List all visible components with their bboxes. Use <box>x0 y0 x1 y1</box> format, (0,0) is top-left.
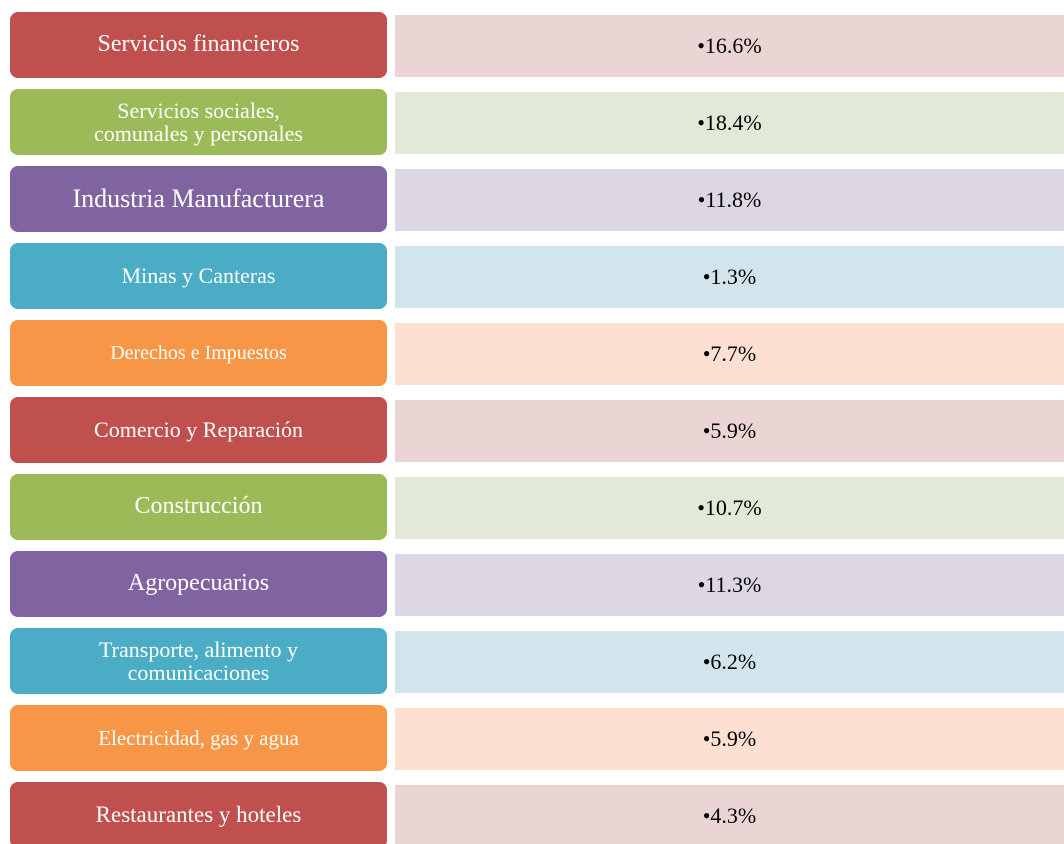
value-text: •7.7% <box>702 341 757 366</box>
category-label: comunicaciones <box>127 660 270 685</box>
list-row: Restaurantes y hoteles •4.3% <box>0 782 1064 844</box>
category-box: Construcción <box>10 474 387 540</box>
category-label: comunales y personales <box>94 121 303 146</box>
category-box: Transporte, alimento y comunicaciones <box>10 628 387 694</box>
category-label: Electricidad, gas y agua <box>98 725 299 750</box>
value-panel: •6.2% <box>395 631 1064 693</box>
category-box: Industria Manufacturera <box>10 166 387 232</box>
category-label: Derechos e Impuestos <box>110 341 287 364</box>
category-label: Servicios sociales, <box>117 97 280 123</box>
list-row: Construcción •10.7% <box>0 474 1064 540</box>
list-row: Electricidad, gas y agua •5.9% <box>0 705 1064 771</box>
value-panel: •18.4% <box>395 92 1064 154</box>
value-text: •5.9% <box>702 726 757 751</box>
value-panel: •10.7% <box>395 477 1064 539</box>
category-label: Servicios financieros <box>97 31 300 58</box>
list-row: Industria Manufacturera •11.8% <box>0 166 1064 232</box>
category-label: Transporte, alimento y <box>99 636 298 662</box>
value-panel: •7.7% <box>395 323 1064 385</box>
category-box: Electricidad, gas y agua <box>10 705 387 771</box>
list-row: Agropecuarios •11.3% <box>0 551 1064 617</box>
list-row: Servicios sociales, comunales y personale… <box>0 89 1064 155</box>
category-box: Comercio y Reparación <box>10 397 387 463</box>
value-text: •18.4% <box>697 110 762 135</box>
list-row: Derechos e Impuestos •7.7% <box>0 320 1064 386</box>
category-label: Restaurantes y hoteles <box>95 801 302 827</box>
value-panel: •11.3% <box>395 554 1064 616</box>
category-box: Agropecuarios <box>10 551 387 617</box>
list-row: Transporte, alimento y comunicaciones •6.2… <box>0 628 1064 694</box>
value-text: •1.3% <box>702 264 757 289</box>
category-box: Restaurantes y hoteles <box>10 782 387 844</box>
category-label: Minas y Canteras <box>121 263 276 289</box>
list-row: Minas y Canteras •1.3% <box>0 243 1064 309</box>
category-box: Servicios financieros <box>10 12 387 78</box>
value-panel: •16.6% <box>395 15 1064 77</box>
category-label: Agropecuarios <box>127 570 270 597</box>
category-box: Minas y Canteras <box>10 243 387 309</box>
category-box: Derechos e Impuestos <box>10 320 387 386</box>
value-panel: •5.9% <box>395 400 1064 462</box>
value-text: •10.7% <box>697 495 762 520</box>
value-text: •11.8% <box>697 187 762 212</box>
value-text: •4.3% <box>702 803 757 828</box>
value-text: •5.9% <box>702 418 757 443</box>
list-row: Servicios financieros •16.6% <box>0 12 1064 78</box>
value-text: •6.2% <box>702 649 757 674</box>
category-box: Servicios sociales, comunales y personale… <box>10 89 387 155</box>
category-label: Industria Manufacturera <box>72 184 325 214</box>
list-row: Comercio y Reparación •5.9% <box>0 397 1064 463</box>
value-text: •11.3% <box>697 572 762 597</box>
value-text: •16.6% <box>697 33 762 58</box>
value-panel: •4.3% <box>395 785 1064 844</box>
category-label: Comercio y Reparación <box>94 417 303 443</box>
value-panel: •11.8% <box>395 169 1064 231</box>
value-panel: •1.3% <box>395 246 1064 308</box>
category-label: Construcción <box>134 493 263 520</box>
value-panel: •5.9% <box>395 708 1064 770</box>
